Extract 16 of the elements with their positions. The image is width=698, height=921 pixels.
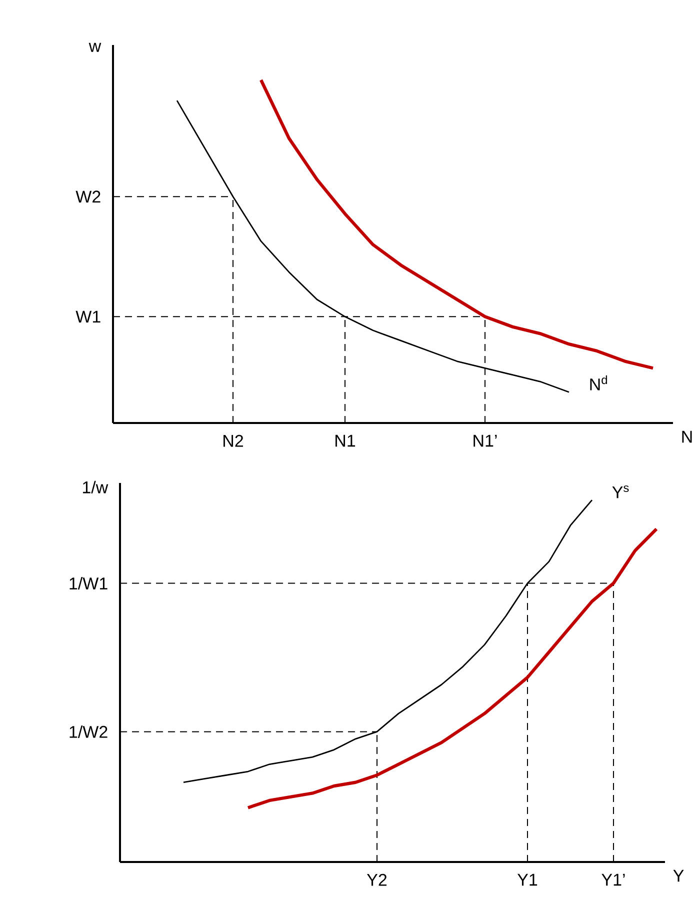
x-tick-label: Y2	[366, 874, 387, 886]
x-tick-label: Y1’	[602, 874, 625, 886]
ref-line-label: W2	[76, 190, 100, 203]
x-tick-label: N1	[336, 434, 356, 447]
series-label: N$^{d}$	[590, 375, 607, 390]
ref-line-label: 1/W2	[70, 725, 108, 738]
ref-line-label: 1/W1	[70, 577, 108, 590]
x-axis-title: N	[682, 430, 692, 443]
y-axis-title: 1/w	[82, 480, 108, 494]
y-axis-title: w	[88, 42, 102, 52]
series-label: Y$^{s}$	[612, 486, 629, 498]
x-tick-label: Y1	[517, 874, 538, 886]
x-tick-label: N2	[224, 434, 243, 447]
x-axis-title: Y	[673, 870, 684, 882]
x-tick-label: N1’	[474, 434, 497, 447]
ref-line-label: W1	[76, 310, 100, 323]
